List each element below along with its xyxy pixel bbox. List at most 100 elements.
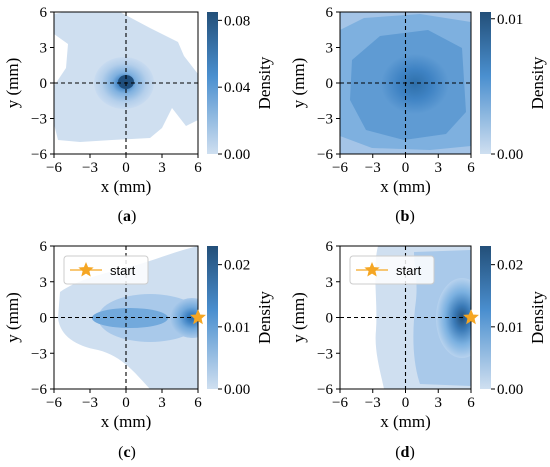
x-tick-label: −6	[332, 160, 348, 176]
x-tick-label: −6	[46, 395, 62, 411]
legend-label: start	[396, 263, 422, 278]
y-tick-label: 3	[40, 41, 48, 57]
y-tick-label: −6	[31, 382, 47, 398]
x-tick-label: −3	[82, 160, 98, 176]
y-tick-label: 6	[40, 5, 48, 21]
y-tick-label: 3	[40, 275, 48, 291]
colorbar-tick-label: 0.02	[497, 258, 523, 274]
x-tick-label: 6	[194, 395, 202, 411]
colorbar-label: Density	[528, 56, 547, 109]
y-tick-label: −3	[31, 112, 47, 128]
x-tick-label: −3	[365, 160, 381, 176]
crosshair	[54, 12, 198, 154]
y-tick-label: −3	[31, 346, 47, 362]
x-axis-label: x (mm)	[380, 177, 431, 196]
colorbar-gradient	[207, 12, 218, 154]
colorbar-tick-label: 0.04	[224, 80, 251, 96]
y-tick-label: −3	[317, 112, 333, 128]
colorbar: 0.00 0.01 0.02 Density	[207, 246, 274, 398]
x-axis-label: x (mm)	[101, 177, 152, 196]
panel-d: −6 −3 0 3 6 −6 −3 0 3 6 x (mm) y (mm) 0.00 0.01 0.02 D…	[289, 239, 547, 431]
y-axis-label: y (mm)	[289, 58, 308, 109]
y-tick-label: −6	[317, 382, 333, 398]
x-tick-label: −3	[82, 395, 98, 411]
colorbar-label: Density	[528, 291, 547, 344]
y-tick-label: 6	[326, 239, 334, 255]
x-tick-label: 3	[435, 395, 443, 411]
legend-box	[349, 255, 435, 285]
start-marker	[463, 309, 479, 325]
captions: (a) (b) (c) (d)	[118, 208, 415, 461]
caption-d: (d)	[395, 444, 415, 461]
y-tick-label: −3	[317, 346, 333, 362]
colorbar-gradient	[480, 246, 491, 389]
x-tick-label: 3	[435, 160, 443, 176]
x-tick-label: 3	[158, 160, 166, 176]
colorbar-label: Density	[255, 56, 274, 109]
x-tick-label: 6	[467, 395, 475, 411]
y-tick-label: 0	[40, 76, 48, 92]
x-tick-label: 0	[122, 395, 130, 411]
x-tick-label: 0	[402, 160, 410, 176]
colorbar-tick-label: 0.00	[497, 382, 523, 398]
colorbar-tick-label: 0.08	[224, 13, 250, 29]
legend-star-icon	[364, 262, 380, 277]
caption-b: (b)	[395, 208, 415, 225]
colorbar-gradient	[207, 246, 218, 389]
x-axis-label: x (mm)	[101, 412, 152, 431]
x-tick-label: 0	[122, 160, 130, 176]
y-tick-label: 3	[326, 41, 334, 57]
colorbar-gradient	[480, 12, 491, 154]
colorbar-tick-label: 0.01	[497, 320, 523, 336]
x-axis-label: x (mm)	[380, 412, 431, 431]
y-tick-label: 6	[40, 239, 48, 255]
axes: −6 −3 0 3 6 −6 −3 0 3 6 x (mm) y (mm)	[289, 5, 475, 196]
x-tick-label: 6	[467, 160, 475, 176]
legend-star-icon	[78, 262, 94, 277]
y-axis-label: y (mm)	[3, 58, 22, 109]
x-tick-label: 0	[402, 395, 410, 411]
y-tick-label: 3	[326, 275, 334, 291]
contour-ridge	[92, 308, 168, 328]
y-axis-label: y (mm)	[289, 292, 308, 343]
x-tick-label: −3	[365, 395, 381, 411]
y-tick-label: −6	[317, 147, 333, 163]
colorbar-tick-label: 0.00	[497, 147, 523, 163]
y-tick-label: 6	[326, 5, 334, 21]
start-marker	[190, 309, 206, 325]
panel-c: −6 −3 0 3 6 −6 −3 0 3 6 x (mm) y (mm) 0.00 0.01 0.02 D…	[3, 239, 274, 431]
x-tick-label: 6	[194, 160, 202, 176]
colorbar: 0.00 0.01 0.02 Density	[480, 246, 547, 398]
colorbar-tick-label: 0.02	[224, 258, 250, 274]
y-tick-label: 0	[40, 311, 48, 327]
legend-box	[63, 255, 149, 285]
legend-label: start	[110, 263, 136, 278]
x-tick-label: 3	[158, 395, 166, 411]
axes: −6 −3 0 3 6 −6 −3 0 3 6 x (mm) y (mm)	[289, 239, 475, 431]
colorbar-tick-label: 0.01	[224, 320, 250, 336]
caption-c: (c)	[118, 444, 136, 461]
legend: start	[63, 255, 149, 285]
y-tick-label: 0	[326, 311, 334, 327]
x-tick-label: −6	[332, 395, 348, 411]
colorbar-tick-label: 0.01	[497, 12, 523, 28]
y-tick-label: −6	[31, 147, 47, 163]
y-axis-label: y (mm)	[3, 292, 22, 343]
panel-b: −6 −3 0 3 6 −6 −3 0 3 6 x (mm) y (mm) 0.00 0.01 Densi…	[289, 5, 547, 196]
axes: −6 −3 0 3 6 −6 −3 0 3 6 x (mm) y (mm)	[3, 5, 202, 196]
y-tick-label: 0	[326, 76, 334, 92]
colorbar-label: Density	[255, 291, 274, 344]
legend: start	[349, 255, 435, 285]
axes: −6 −3 0 3 6 −6 −3 0 3 6 x (mm) y (mm)	[3, 239, 202, 431]
colorbar: 0.00 0.01 Density	[480, 12, 547, 163]
contour-peak	[381, 54, 449, 114]
colorbar-tick-label: 0.00	[224, 382, 250, 398]
panel-a: −6 −3 0 3 6 −6 −3 0 3 6 x (mm) y (mm) 0.00 0.04 0.08 D…	[3, 5, 274, 196]
colorbar: 0.00 0.04 0.08 Density	[207, 12, 274, 163]
crosshair	[340, 12, 471, 154]
x-tick-label: −6	[46, 160, 62, 176]
contour-peak	[170, 298, 198, 338]
colorbar-tick-label: 0.00	[224, 147, 250, 163]
caption-a: (a)	[118, 208, 137, 225]
